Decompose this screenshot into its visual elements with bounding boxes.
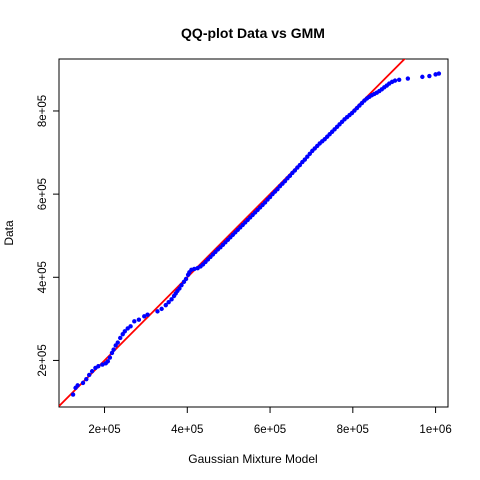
- reference-line: [59, 59, 406, 407]
- data-point: [89, 369, 95, 374]
- data-point: [87, 372, 92, 378]
- data-point: [115, 340, 120, 345]
- data-point: [405, 76, 411, 81]
- data-point: [262, 200, 268, 205]
- y-tick-label: 6e+05: [37, 178, 49, 210]
- data-point: [282, 179, 288, 184]
- data-point: [267, 194, 273, 200]
- x-axis-label: Gaussian Mixture Model: [188, 452, 317, 466]
- data-point: [297, 162, 303, 168]
- chart-title: QQ-plot Data vs GMM: [181, 25, 325, 41]
- y-tick-label: 8e+05: [37, 95, 49, 127]
- data-point: [159, 306, 164, 312]
- data-point: [287, 173, 293, 179]
- data-point: [107, 355, 113, 360]
- data-point: [142, 314, 147, 319]
- data-point: [302, 157, 308, 162]
- x-axis: 2e+05 4e+05 6e+05 8e+05 1e+06: [88, 407, 452, 436]
- data-point: [183, 276, 189, 282]
- data-point: [307, 151, 312, 156]
- data-point: [75, 383, 80, 388]
- data-point: [305, 154, 310, 159]
- data-point: [132, 319, 137, 324]
- data-point: [155, 309, 160, 314]
- y-axis: 2e+05 4e+05 6e+05 8e+05: [37, 95, 59, 377]
- data-point: [275, 186, 280, 192]
- data-point: [427, 73, 432, 79]
- data-point: [166, 300, 171, 305]
- data-point: [145, 312, 150, 317]
- data-point: [420, 74, 425, 80]
- data-point: [96, 364, 101, 369]
- data-point: [118, 335, 123, 341]
- data-point: [433, 72, 438, 77]
- data-point: [100, 362, 105, 367]
- data-point: [111, 347, 116, 352]
- data-point: [109, 350, 115, 356]
- data-point: [105, 359, 111, 364]
- plot-frame: [58, 58, 449, 408]
- data-point: [128, 324, 133, 329]
- data-point: [177, 286, 182, 291]
- x-tick-label: 6e+05: [254, 424, 286, 436]
- data-point: [179, 282, 184, 288]
- y-tick-label: 4e+05: [37, 261, 49, 293]
- data-point: [392, 78, 398, 83]
- data-point: [192, 266, 197, 272]
- data-point: [169, 297, 174, 302]
- data-point: [70, 392, 76, 397]
- data-point: [292, 168, 298, 173]
- data-point: [163, 302, 168, 308]
- x-tick-label: 2e+05: [88, 424, 120, 436]
- y-tick-label: 2e+05: [37, 344, 49, 376]
- data-point: [122, 329, 127, 334]
- data-point: [80, 380, 86, 386]
- x-tick-label: 8e+05: [337, 424, 369, 436]
- x-tick-label: 4e+05: [171, 424, 203, 436]
- data-point: [136, 317, 142, 322]
- x-tick-label: 1e+06: [419, 424, 451, 436]
- y-axis-label: Data: [2, 220, 16, 246]
- data-point: [396, 77, 402, 82]
- data-point: [84, 376, 89, 382]
- data-point: [436, 71, 442, 76]
